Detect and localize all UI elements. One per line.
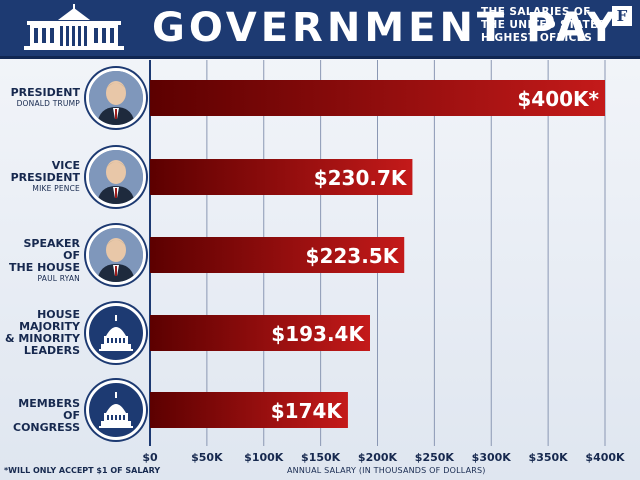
capitol-icon — [86, 303, 146, 363]
category-label-line: THE HOUSE — [9, 261, 80, 274]
page-title: GOVERNMENT PAY — [152, 5, 620, 51]
subtitle-line: THE UNITED STATES' — [481, 19, 610, 31]
bar — [150, 315, 370, 351]
category-label-line: OF CONGRESS — [13, 409, 80, 434]
category-label-line: SPEAKER OF — [23, 237, 80, 262]
category-label-line: MEMBERS — [18, 397, 80, 410]
category-label-line: MAJORITY — [19, 320, 80, 333]
category-label-line: PRESIDENT — [10, 171, 80, 184]
category-label: SPEAKER OF THE HOUSE PAUL RYAN — [4, 238, 80, 284]
bar — [150, 392, 348, 428]
category-label: HOUSE MAJORITY & MINORITY LEADERS — [4, 309, 80, 357]
capitol-icon — [86, 380, 146, 440]
category-label-line: PRESIDENT — [10, 86, 80, 99]
capitol-building-icon — [99, 392, 133, 428]
bar — [150, 237, 405, 273]
x-tick-label: $250K — [415, 451, 455, 464]
white-house-icon — [24, 4, 124, 50]
subtitle: THE SALARIES OF THE UNITED STATES' HIGHE… — [481, 6, 610, 45]
x-tick-label: $400K — [585, 451, 625, 464]
bar-value-label: $193.4K — [271, 322, 365, 346]
x-tick-label: $0 — [142, 451, 158, 464]
category-label: MEMBERS OF CONGRESS — [4, 398, 80, 434]
bar-value-label: $174K — [271, 399, 344, 423]
x-tick-label: $200K — [358, 451, 398, 464]
header-banner: GOVERNMENT PAY THE SALARIES OF THE UNITE… — [0, 0, 640, 56]
x-tick-label: $350K — [529, 451, 569, 464]
category-label-line: LEADERS — [23, 344, 80, 357]
capitol-building-icon — [99, 315, 133, 351]
bar — [150, 159, 413, 195]
bar-value-label: $223.5K — [306, 244, 400, 268]
category-label-line: & MINORITY — [4, 332, 80, 345]
category-label: VICE PRESIDENT MIKE PENCE — [4, 160, 80, 194]
bar — [150, 80, 605, 116]
subtitle-line: THE SALARIES OF — [481, 6, 591, 18]
category-sublabel: PAUL RYAN — [37, 274, 80, 283]
x-tick-label: $100K — [244, 451, 284, 464]
category-label-line: HOUSE — [37, 308, 80, 321]
x-tick-label: $300K — [472, 451, 512, 464]
x-tick-label: $150K — [301, 451, 341, 464]
x-tick-label: $50K — [191, 451, 223, 464]
category-label-line: VICE — [51, 159, 80, 172]
person-silhouette-icon — [89, 150, 143, 204]
category-sublabel: DONALD TRUMP — [16, 99, 80, 108]
subtitle-line: HIGHEST OFFICES — [481, 32, 593, 44]
person-silhouette-icon — [89, 71, 143, 125]
person-portrait-icon — [86, 68, 146, 128]
header-divider — [0, 56, 640, 59]
x-axis-label: ANNUAL SALARY (IN THOUSANDS OF DOLLARS) — [287, 466, 486, 475]
brand-logo: F — [612, 6, 632, 26]
category-sublabel: MIKE PENCE — [32, 184, 80, 193]
category-label: PRESIDENT DONALD TRUMP — [4, 87, 80, 109]
bar-value-label: $230.7K — [314, 166, 408, 190]
bar-value-label: $400K* — [517, 87, 599, 111]
person-portrait-icon — [86, 225, 146, 285]
person-portrait-icon — [86, 147, 146, 207]
footnote: *WILL ONLY ACCEPT $1 OF SALARY — [4, 466, 161, 475]
person-silhouette-icon — [89, 228, 143, 282]
